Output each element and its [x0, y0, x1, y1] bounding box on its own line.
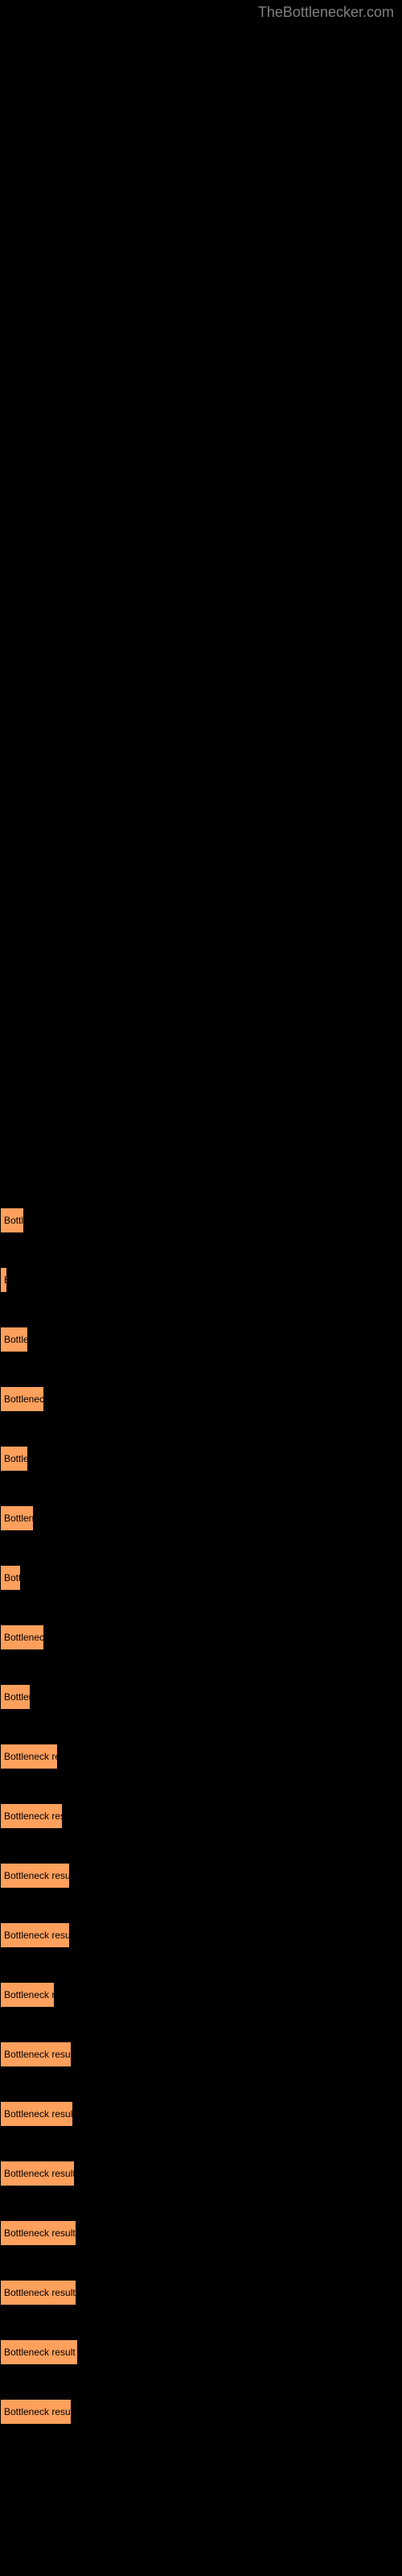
bar-chart: Bottle B Bottler Bottleneck Bottler Bottlene B…: [0, 0, 402, 2425]
bar: Bottle: [0, 1208, 24, 1233]
bar: Bottleneck res: [0, 1744, 58, 1769]
bar-row: Bottler: [0, 1327, 402, 1352]
bar: Bottleneck result: [0, 1863, 70, 1889]
bar-row: Bottleneck result: [0, 2161, 402, 2186]
bar: Bottleneck result: [0, 1922, 70, 1948]
bar: Bottleneck result: [0, 2399, 72, 2425]
bar-row: Bottleneck: [0, 1386, 402, 1412]
bar-row: Bottle: [0, 1208, 402, 1233]
bar: Bottler: [0, 1327, 28, 1352]
watermark-text: TheBottlenecker.com: [258, 4, 394, 21]
bar-row: Bottleneck result: [0, 2399, 402, 2425]
bar: Bottleneck re: [0, 1982, 55, 2008]
bar: Bottleneck result: [0, 2041, 72, 2067]
bar-row: Bottleneck result: [0, 2339, 402, 2365]
bar: Bottler: [0, 1446, 28, 1472]
bar: Bottleneck result: [0, 2280, 76, 2306]
bar: Bottleneck result: [0, 2101, 73, 2127]
bar-row: Bottl: [0, 1565, 402, 1591]
bar-row: Bottlene: [0, 1505, 402, 1531]
bar-row: Bottleneck resu: [0, 1803, 402, 1829]
bar-row: Bottler: [0, 1446, 402, 1472]
bar: Bottleneck result: [0, 2339, 78, 2365]
bar-row: Bottleneck result: [0, 1863, 402, 1889]
bar: Bottl: [0, 1565, 21, 1591]
bar-row: B: [0, 1267, 402, 1293]
bar: Bottlene: [0, 1505, 34, 1531]
bar-row: Bottleneck res: [0, 1744, 402, 1769]
bar: Bottlen: [0, 1684, 31, 1710]
bar: B: [0, 1267, 7, 1293]
bar: Bottleneck: [0, 1386, 44, 1412]
bar-row: Bottleneck: [0, 1624, 402, 1650]
bar-row: Bottleneck result: [0, 2220, 402, 2246]
bar: Bottleneck resu: [0, 1803, 63, 1829]
bar-row: Bottlen: [0, 1684, 402, 1710]
bar: Bottleneck: [0, 1624, 44, 1650]
bar: Bottleneck result: [0, 2220, 76, 2246]
bar-row: Bottleneck result: [0, 1922, 402, 1948]
bar-row: Bottleneck result: [0, 2041, 402, 2067]
bar-row: Bottleneck result: [0, 2101, 402, 2127]
bar: Bottleneck result: [0, 2161, 75, 2186]
bar-row: Bottleneck re: [0, 1982, 402, 2008]
bar-row: Bottleneck result: [0, 2280, 402, 2306]
